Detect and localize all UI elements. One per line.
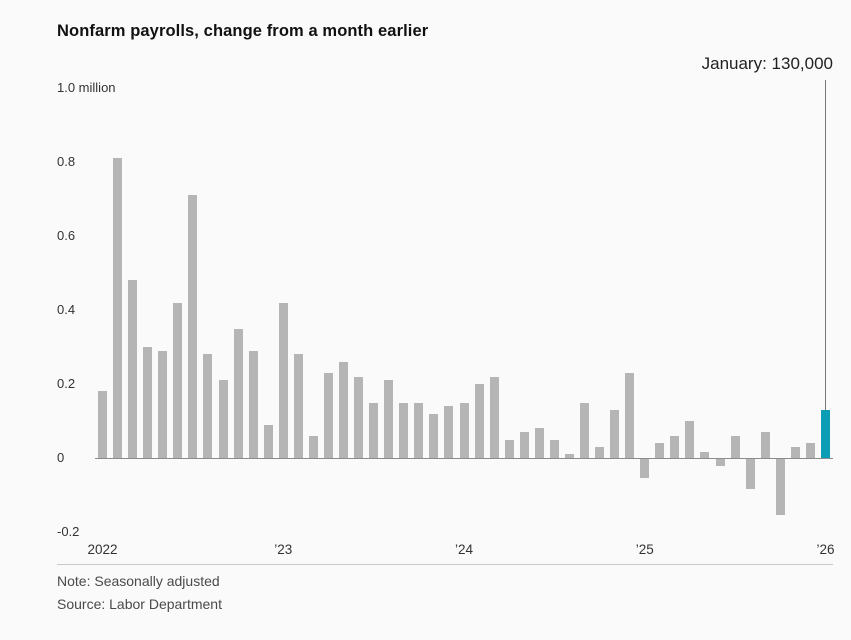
bar — [700, 452, 710, 458]
bar — [610, 409, 620, 458]
bar — [775, 459, 785, 515]
chart-source: Source: Labor Department — [57, 596, 222, 612]
y-axis-label: 0.6 — [57, 228, 76, 243]
bar — [369, 402, 379, 458]
bar — [339, 361, 348, 458]
bar — [248, 350, 258, 458]
bar — [128, 280, 138, 458]
bar — [730, 435, 740, 458]
bar — [143, 347, 153, 458]
bar — [218, 380, 228, 458]
y-axis-label: 0 — [57, 450, 65, 465]
x-axis-label: ’24 — [454, 542, 474, 557]
bar — [203, 354, 213, 458]
highlight-bar — [820, 409, 830, 458]
bar — [354, 376, 364, 458]
bar — [549, 439, 559, 458]
bar — [293, 354, 303, 458]
annotation-line — [825, 80, 827, 410]
axis-bottom-rule — [57, 564, 833, 565]
chart-note: Note: Seasonally adjusted — [57, 573, 220, 589]
chart-title: Nonfarm payrolls, change from a month ea… — [57, 22, 429, 40]
bar — [760, 432, 770, 458]
bar — [655, 443, 665, 458]
x-axis-label: 2022 — [87, 542, 118, 557]
bar — [263, 424, 273, 458]
bar — [278, 302, 288, 458]
bar — [308, 435, 318, 458]
zero-axis-line — [95, 458, 833, 459]
bar — [474, 384, 484, 458]
bar — [715, 459, 725, 467]
plot-area — [95, 88, 833, 532]
bar — [414, 402, 424, 458]
bar — [595, 446, 605, 458]
bar — [670, 435, 680, 458]
y-axis-label: 0.4 — [57, 302, 76, 317]
bar — [444, 406, 454, 458]
bar — [399, 402, 409, 458]
bar — [519, 432, 529, 458]
y-axis-label: 1.0 million — [57, 80, 116, 95]
bar — [579, 402, 589, 458]
y-axis-label: 0.2 — [57, 376, 76, 391]
bar — [685, 421, 695, 458]
bar — [745, 459, 755, 489]
x-axis-label: ’26 — [816, 542, 835, 557]
bar — [384, 380, 394, 458]
y-axis-label: -0.2 — [57, 524, 80, 539]
bar — [323, 372, 333, 458]
bar — [504, 439, 514, 458]
annotation-label: January: 130,000 — [701, 54, 833, 73]
bar — [564, 454, 574, 458]
x-axis-label: ’25 — [635, 542, 654, 557]
bar — [233, 328, 243, 458]
bar — [113, 158, 123, 458]
bar — [790, 446, 800, 458]
bar — [459, 402, 469, 458]
bar — [805, 443, 815, 458]
bar — [489, 376, 499, 458]
bar — [625, 372, 635, 458]
x-axis-label: ’23 — [274, 542, 293, 557]
bar — [429, 413, 439, 458]
bar — [534, 428, 544, 458]
bar — [188, 195, 198, 458]
bar — [640, 459, 650, 478]
bar — [158, 350, 168, 458]
y-axis-label: 0.8 — [57, 154, 76, 169]
bar — [173, 302, 183, 458]
bar — [98, 391, 108, 458]
